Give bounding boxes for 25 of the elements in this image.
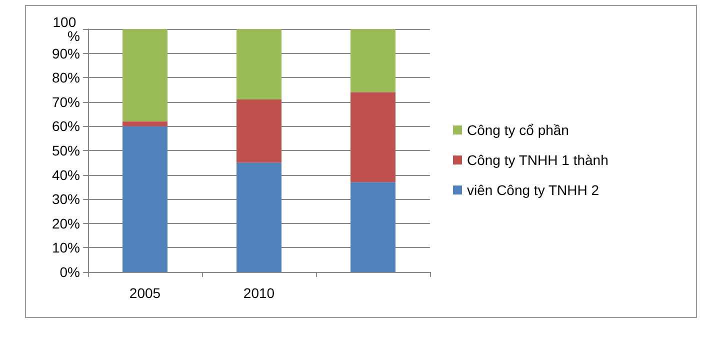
legend-label: Công ty TNHH 1 thành (467, 152, 608, 168)
y-tick-label: 50% (52, 142, 80, 158)
bar (350, 92, 396, 182)
y-tick-label: 20% (52, 215, 80, 232)
bar (236, 99, 282, 163)
y-tick-label: 0% (60, 264, 80, 280)
bar (350, 29, 396, 92)
legend-label: Công ty cổ phần (467, 122, 569, 138)
bar (122, 29, 168, 122)
y-tick-label: 90% (52, 45, 80, 62)
bar (236, 29, 282, 100)
y-tick-label: 60% (52, 118, 80, 134)
y-tick-label: 100 % (52, 14, 80, 44)
y-tick-label: 30% (52, 191, 80, 208)
bar (350, 182, 396, 272)
bar (122, 121, 168, 126)
y-tick-label: 80% (52, 70, 80, 86)
bar (236, 162, 282, 272)
bar (122, 126, 168, 272)
y-tick-label: 40% (52, 166, 80, 183)
y-tick-label: 10% (52, 240, 80, 256)
x-tick-label: 2005 (129, 285, 161, 301)
x-tick-label: 2010 (243, 285, 275, 301)
legend-label: viên Công ty TNHH 2 (467, 182, 600, 198)
y-tick-label: 70% (52, 94, 80, 110)
